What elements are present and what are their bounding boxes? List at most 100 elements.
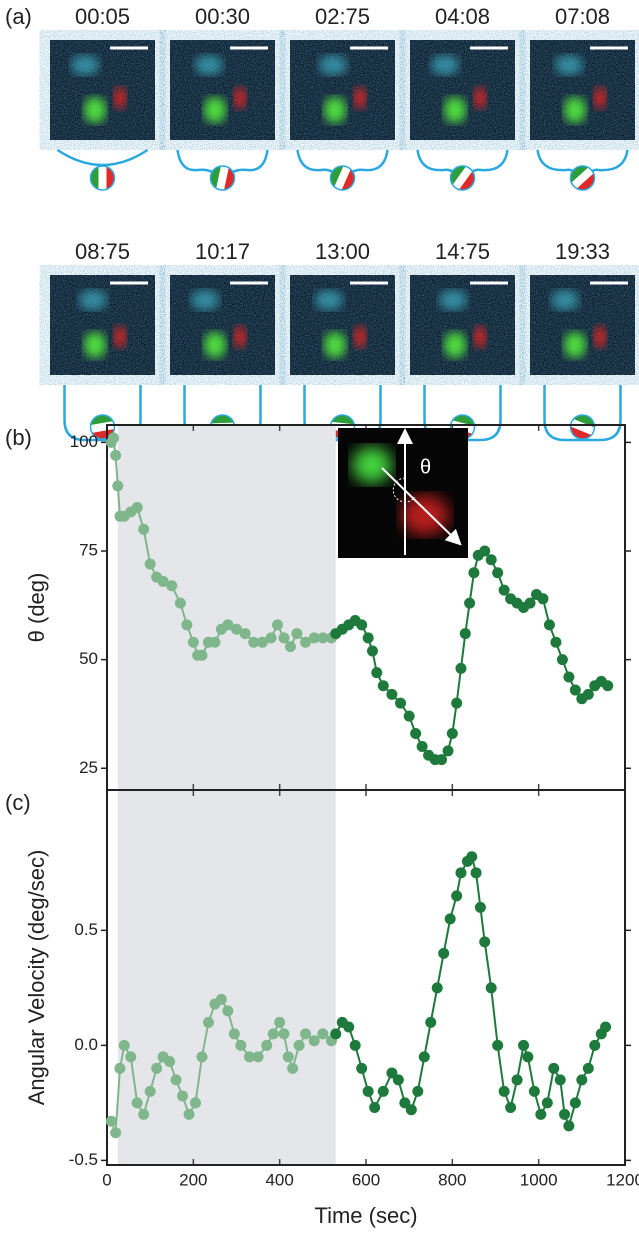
inset-red: [401, 495, 449, 535]
data-point: [317, 632, 329, 644]
cyan-spot: [191, 290, 219, 310]
cyan-spot: [315, 290, 343, 310]
image-noise: [50, 40, 155, 140]
data-point: [177, 1090, 189, 1102]
data-point: [105, 1115, 117, 1127]
data-point: [261, 1039, 273, 1051]
particle-red: [576, 173, 595, 190]
data-point: [371, 667, 383, 679]
data-point: [235, 1039, 247, 1051]
data-point: [418, 1051, 430, 1063]
data-point: [377, 1085, 389, 1097]
y-tick-label: -0.5: [69, 1150, 98, 1169]
red-spot: [234, 326, 246, 348]
highlight-region: [117, 425, 336, 790]
data-point: [278, 1028, 290, 1040]
data-point: [330, 1028, 342, 1040]
data-point: [362, 632, 374, 644]
y-tick-label: 25: [79, 758, 98, 777]
timestamp: 00:30: [195, 4, 250, 29]
data-point: [479, 936, 491, 948]
data-point: [412, 1085, 424, 1097]
particle-green: [90, 166, 99, 190]
micrograph: [170, 40, 275, 140]
data-point: [543, 619, 555, 631]
data-point: [438, 947, 450, 959]
data-point: [267, 1028, 279, 1040]
data-point: [293, 1039, 305, 1051]
data-point: [231, 623, 242, 635]
data-point: [377, 680, 389, 692]
particle-red: [224, 167, 235, 190]
data-point: [189, 1097, 201, 1109]
data-point: [228, 1028, 240, 1040]
data-point: [209, 636, 221, 648]
green-spot: [564, 97, 586, 123]
data-point: [569, 1097, 581, 1109]
y-tick-label: 100: [70, 432, 98, 451]
data-point: [535, 1108, 547, 1120]
y-tick-label: 0.0: [74, 1035, 98, 1054]
green-spot: [444, 97, 466, 123]
data-point: [291, 628, 303, 640]
data-point: [196, 649, 208, 661]
red-spot: [354, 326, 366, 348]
data-point: [485, 982, 497, 994]
data-point: [138, 523, 150, 535]
cyan-spot: [71, 55, 99, 75]
particle-red: [570, 426, 592, 439]
cyan-spot: [195, 55, 223, 75]
data-point: [174, 597, 186, 609]
y-tick-label: 50: [79, 649, 98, 668]
green-spot: [444, 332, 466, 358]
data-line: [334, 854, 607, 1130]
data-point: [369, 1101, 381, 1113]
micrograph: [410, 40, 515, 140]
inset-label: θ: [420, 456, 431, 478]
data-point: [144, 1085, 156, 1097]
data-point: [582, 688, 594, 700]
green-spot: [84, 97, 106, 123]
data-point: [466, 851, 478, 863]
timestamp: 19:33: [555, 239, 610, 264]
red-spot: [594, 326, 606, 348]
micrograph: [290, 40, 395, 140]
particle-edge: [209, 165, 236, 191]
data-point: [272, 619, 284, 631]
data-line: [335, 549, 609, 761]
data-point: [114, 1062, 126, 1074]
data-point: [399, 1097, 411, 1109]
particle: [569, 414, 596, 440]
data-point: [151, 1062, 163, 1074]
micrograph: [290, 275, 395, 375]
data-point: [518, 1039, 530, 1051]
data-point: [317, 1028, 329, 1040]
data-point: [524, 597, 536, 609]
x-tick-label: 200: [179, 1170, 207, 1189]
data-point: [556, 654, 568, 666]
data-point: [528, 1085, 540, 1097]
timestamp: 14:75: [435, 239, 490, 264]
data-point: [386, 1067, 398, 1079]
data-point: [125, 1051, 137, 1063]
data-point: [183, 1108, 195, 1120]
micrograph: [50, 275, 155, 375]
data-point: [222, 619, 234, 631]
timestamp: 13:00: [315, 239, 370, 264]
data-point: [589, 1039, 601, 1051]
data-point: [442, 745, 454, 757]
data-point: [362, 1085, 374, 1097]
data-point: [157, 575, 169, 587]
panel-label: (c): [5, 790, 31, 815]
x-tick-label: 1200: [606, 1170, 639, 1189]
data-point: [144, 558, 156, 570]
data-point: [110, 1127, 122, 1139]
inset: θ: [338, 428, 468, 558]
plot-frame: [106, 789, 626, 1166]
data-point: [248, 636, 260, 648]
data-point: [170, 1074, 182, 1086]
red-spot: [474, 87, 486, 109]
data-point: [522, 1051, 534, 1063]
data-point: [505, 1101, 517, 1113]
